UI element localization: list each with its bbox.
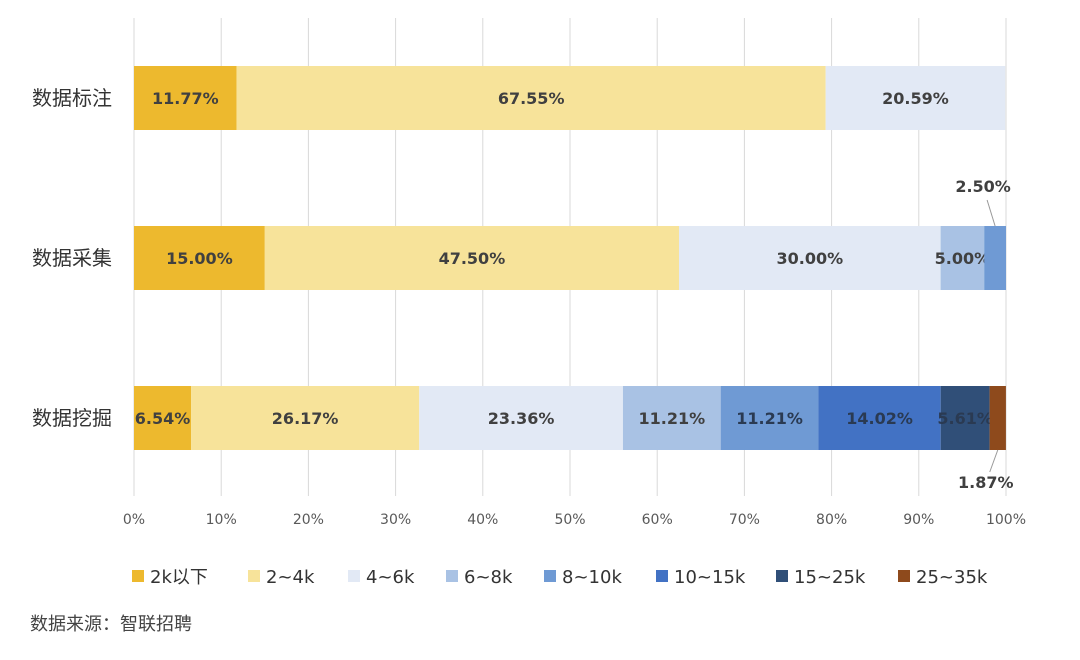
legend-label: 4~6k	[366, 567, 415, 588]
x-tick-label: 50%	[554, 512, 585, 528]
legend-label: 15~25k	[794, 567, 866, 588]
category-label: 数据标注	[32, 86, 112, 110]
legend-swatch	[656, 570, 668, 582]
data-label: 5.00%	[935, 249, 991, 268]
data-label: 30.00%	[776, 249, 843, 268]
data-label: 6.54%	[135, 409, 191, 428]
bar-segment	[818, 386, 941, 450]
legend-label: 25~35k	[916, 567, 988, 588]
data-label: 11.21%	[638, 409, 705, 428]
x-tick-label: 90%	[903, 512, 934, 528]
bar-segment	[720, 386, 819, 450]
bar-segment	[191, 386, 420, 450]
legend-swatch	[898, 570, 910, 582]
category-label: 数据采集	[32, 246, 112, 270]
legend-swatch	[776, 570, 788, 582]
category-label: 数据挖掘	[32, 406, 112, 430]
x-tick-label: 20%	[293, 512, 324, 528]
data-label: 5.61%	[937, 409, 993, 428]
bar-segment	[940, 226, 985, 290]
legend-label: 2k以下	[150, 567, 208, 588]
x-tick-label: 70%	[729, 512, 760, 528]
data-label: 14.02%	[846, 409, 913, 428]
data-label: 67.55%	[498, 89, 565, 108]
bar-segment	[264, 226, 679, 290]
data-label: 15.00%	[166, 249, 233, 268]
bar-segment	[940, 386, 990, 450]
bar-segment	[134, 226, 265, 290]
data-label: 23.36%	[488, 409, 555, 428]
legend-swatch	[544, 570, 556, 582]
data-label: 20.59%	[882, 89, 949, 108]
bar-segment	[679, 226, 941, 290]
data-label-leader	[986, 199, 996, 227]
legend-swatch	[348, 570, 360, 582]
data-label: 11.77%	[152, 89, 219, 108]
x-tick-label: 80%	[816, 512, 847, 528]
legend-swatch	[132, 570, 144, 582]
bar-segment	[134, 386, 192, 450]
bar-segment	[825, 66, 1006, 130]
legend-label: 6~8k	[464, 567, 513, 588]
bar-segment	[134, 66, 237, 130]
legend-label: 2~4k	[266, 567, 315, 588]
x-tick-label: 60%	[642, 512, 673, 528]
data-label: 47.50%	[439, 249, 506, 268]
x-tick-label: 0%	[123, 512, 145, 528]
data-source-note: 数据来源：智联招聘	[30, 614, 192, 635]
data-label: 1.87%	[958, 473, 1014, 492]
legend-label: 8~10k	[562, 567, 622, 588]
data-label: 11.21%	[736, 409, 803, 428]
bar-segment	[989, 386, 1006, 450]
x-tick-label: 10%	[206, 512, 237, 528]
x-tick-label: 40%	[467, 512, 498, 528]
data-label: 26.17%	[272, 409, 339, 428]
bar-segment	[622, 386, 721, 450]
bar-segment	[419, 386, 623, 450]
legend-swatch	[248, 570, 260, 582]
data-label-leader	[989, 449, 999, 473]
data-label: 2.50%	[955, 177, 1011, 196]
legend-label: 10~15k	[674, 567, 746, 588]
x-tick-label: 30%	[380, 512, 411, 528]
x-tick-label: 100%	[986, 512, 1026, 528]
bar-segment	[984, 226, 1006, 290]
bar-segment	[236, 66, 826, 130]
legend-swatch	[446, 570, 458, 582]
